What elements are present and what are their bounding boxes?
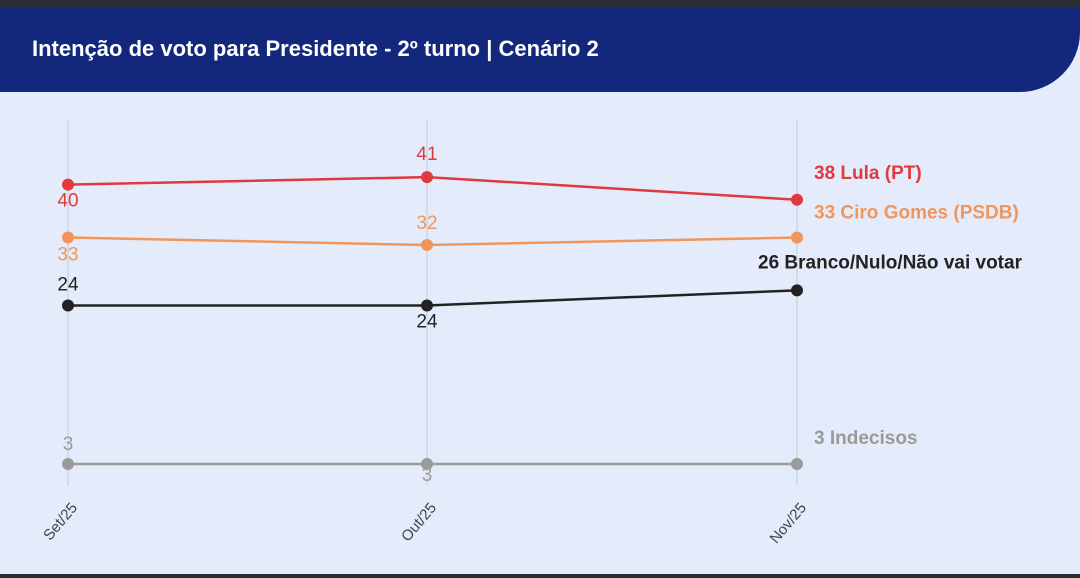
series-end-label: 38 Lula (PT) (814, 163, 922, 184)
data-point (62, 178, 74, 191)
chart-header: Intenção de voto para Presidente - 2º tu… (0, 8, 1080, 92)
data-label: 40 (57, 191, 78, 212)
chart-card: Intenção de voto para Presidente - 2º tu… (0, 8, 1080, 574)
data-point (791, 284, 803, 297)
data-point (421, 299, 433, 312)
data-point (62, 231, 74, 244)
data-label: 41 (416, 144, 437, 165)
data-label: 3 (63, 434, 74, 455)
data-point (62, 458, 74, 470)
data-point (421, 239, 433, 252)
data-label: 32 (416, 213, 437, 234)
series-line (67, 175, 798, 201)
x-tick-label: Nov/25 (766, 500, 810, 547)
x-tick-label: Out/25 (398, 500, 440, 545)
series-end-label: 33 Ciro Gomes (PSDB) (814, 203, 1019, 224)
data-point (791, 458, 803, 470)
series-end-label: 26 Branco/Nulo/Não vai votar (758, 252, 1023, 273)
data-point (421, 458, 433, 470)
data-label: 24 (416, 311, 438, 332)
data-point (421, 171, 433, 184)
bottom-border (0, 574, 1080, 578)
x-tick-label: Set/25 (40, 500, 81, 544)
data-point (791, 231, 803, 244)
data-point (791, 193, 803, 206)
chart-title: Intenção de voto para Presidente - 2º tu… (32, 36, 599, 61)
data-point (62, 299, 74, 312)
series-end-label: 3 Indecisos (814, 428, 918, 449)
data-label: 24 (57, 274, 79, 295)
data-label: 33 (57, 245, 78, 266)
data-label: 3 (422, 465, 433, 486)
